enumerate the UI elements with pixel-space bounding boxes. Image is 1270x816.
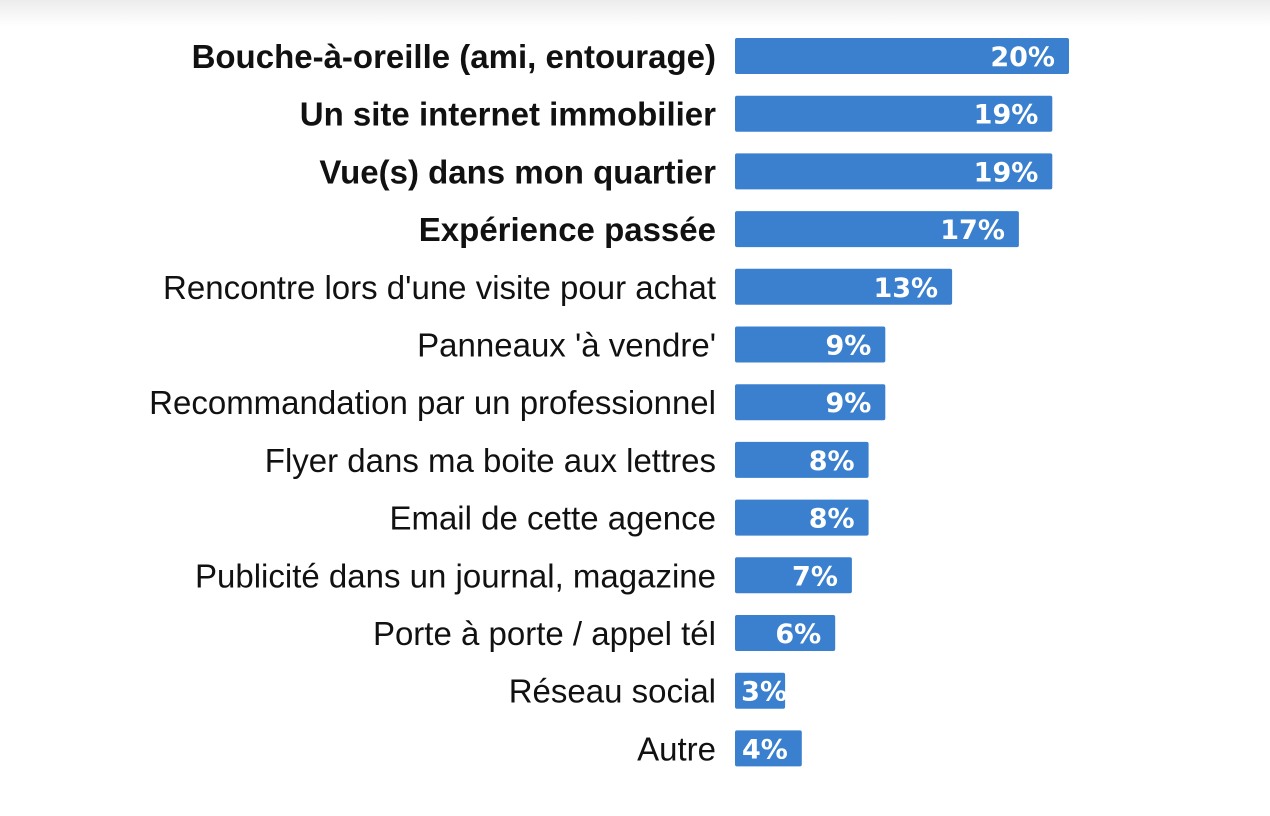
- bar: [735, 672, 786, 709]
- value-label: 8%: [809, 446, 855, 477]
- bar-row: Réseau social 3%: [509, 672, 787, 710]
- bar: [735, 615, 836, 651]
- category-label: Recommandation par un professionnel: [149, 384, 716, 421]
- value-label: 13%: [873, 273, 938, 304]
- bar: [735, 499, 869, 536]
- value-label: 8%: [809, 504, 855, 535]
- value-label: 19%: [974, 157, 1039, 188]
- value-label: 17%: [940, 215, 1005, 246]
- value-label: 4%: [742, 734, 788, 765]
- bar-row: Panneaux 'à vendre' 9%: [417, 326, 886, 364]
- value-label: 19%: [974, 100, 1039, 131]
- bar: [735, 441, 869, 478]
- bar-row: Publicité dans un journal, magazine 7%: [195, 557, 852, 594]
- bar: [735, 326, 886, 363]
- category-label: Réseau social: [509, 673, 716, 710]
- category-label: Porte à porte / appel tél: [373, 615, 716, 652]
- bar-row: Flyer dans ma boite aux lettres 8%: [265, 441, 869, 479]
- category-label: Rencontre lors d'une visite pour achat: [163, 269, 716, 306]
- bar-row: Rencontre lors d'une visite pour achat 13…: [163, 268, 953, 306]
- category-label: Panneaux 'à vendre': [417, 327, 716, 364]
- bar-row: Recommandation par un professionnel 9%: [149, 384, 886, 421]
- bar-row: Un site internet immobilier 19%: [300, 95, 1053, 133]
- value-label: 9%: [825, 388, 871, 419]
- bar: [735, 730, 802, 767]
- bar-row: Bouche-à-oreille (ami, entourage) 20%: [192, 38, 1069, 75]
- bar: [735, 153, 1053, 190]
- category-label: Un site internet immobilier: [300, 96, 716, 133]
- category-label: Email de cette agence: [389, 500, 716, 537]
- top-shade: [0, 0, 1270, 26]
- bar-row: Vue(s) dans mon quartier 19%: [319, 153, 1053, 190]
- category-label: Expérience passée: [419, 211, 716, 248]
- bar: [735, 38, 1069, 74]
- category-label: Flyer dans ma boite aux lettres: [265, 442, 716, 479]
- category-label: Vue(s) dans mon quartier: [319, 153, 716, 190]
- bar: [735, 268, 953, 305]
- category-label: Bouche-à-oreille (ami, entourage): [192, 38, 716, 75]
- value-label: 3%: [741, 677, 787, 708]
- bar: [735, 384, 886, 421]
- bar: [735, 95, 1053, 132]
- value-label: 20%: [990, 42, 1055, 73]
- bar-row: Email de cette agence 8%: [389, 499, 869, 537]
- value-label: 6%: [775, 619, 821, 650]
- value-label: 9%: [825, 331, 871, 362]
- value-label: 7%: [792, 561, 838, 592]
- category-label: Autre: [637, 730, 716, 767]
- bar-row: Expérience passée 17%: [419, 211, 1019, 248]
- category-label: Publicité dans un journal, magazine: [195, 557, 716, 594]
- bar-row: Porte à porte / appel tél 6%: [373, 615, 836, 652]
- bar: [735, 557, 852, 594]
- bar: [735, 211, 1019, 248]
- bar-row: Autre 4%: [637, 730, 802, 767]
